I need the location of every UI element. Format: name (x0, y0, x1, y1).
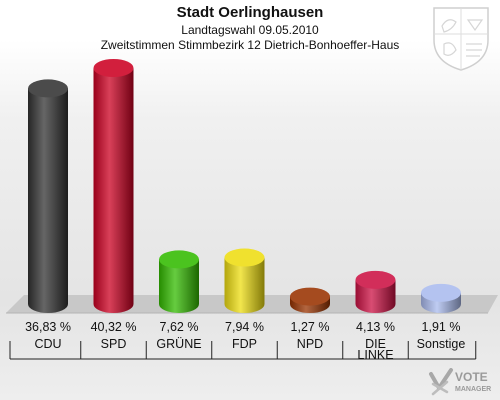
chart-subtitle: Landtagswahl 09.05.2010 (181, 23, 319, 37)
bar-gr-ne (159, 250, 199, 313)
vote-logo-sub: MANAGER (455, 386, 491, 393)
bar-spd (93, 59, 134, 313)
value-label-fdp: 7,94 % (225, 320, 264, 334)
bar-fdp (224, 248, 265, 313)
category-label-spd: SPD (101, 337, 127, 351)
vote-logo-brand: VOTE (455, 370, 488, 384)
coat-of-arms-icon (433, 7, 489, 71)
value-label-die-linke: 4,13 % (356, 320, 395, 334)
category-label-cdu: CDU (34, 337, 61, 351)
value-label-cdu: 36,83 % (25, 320, 71, 334)
value-label-npd: 1,27 % (291, 320, 330, 334)
vote-manager-logo: VOTE MANAGER (429, 368, 491, 396)
value-label-sonstige: 1,91 % (422, 320, 461, 334)
value-label-spd: 40,32 % (91, 320, 137, 334)
category-label-fdp: FDP (232, 337, 257, 351)
category-label-gr-ne: GRÜNE (156, 337, 201, 351)
bar-cdu (28, 79, 68, 313)
category-label-sonstige: Sonstige (417, 337, 466, 351)
category-label-npd: NPD (297, 337, 323, 351)
value-label-gr-ne: 7,62 % (160, 320, 199, 334)
chart-title: Stadt Oerlinghausen (176, 4, 324, 21)
category-label-die-linke-2: LINKE (357, 348, 393, 362)
bar-die-linke (355, 270, 396, 313)
title-block: Stadt Oerlinghausen Landtagswahl 09.05.2… (0, 4, 500, 53)
chart-district: Zweitstimmen Stimmbezirk 12 Dietrich-Bon… (100, 38, 400, 52)
bar-sonstige (421, 283, 461, 313)
bar-npd (290, 287, 330, 313)
category-label-die-linke-1: DIE (365, 337, 386, 351)
